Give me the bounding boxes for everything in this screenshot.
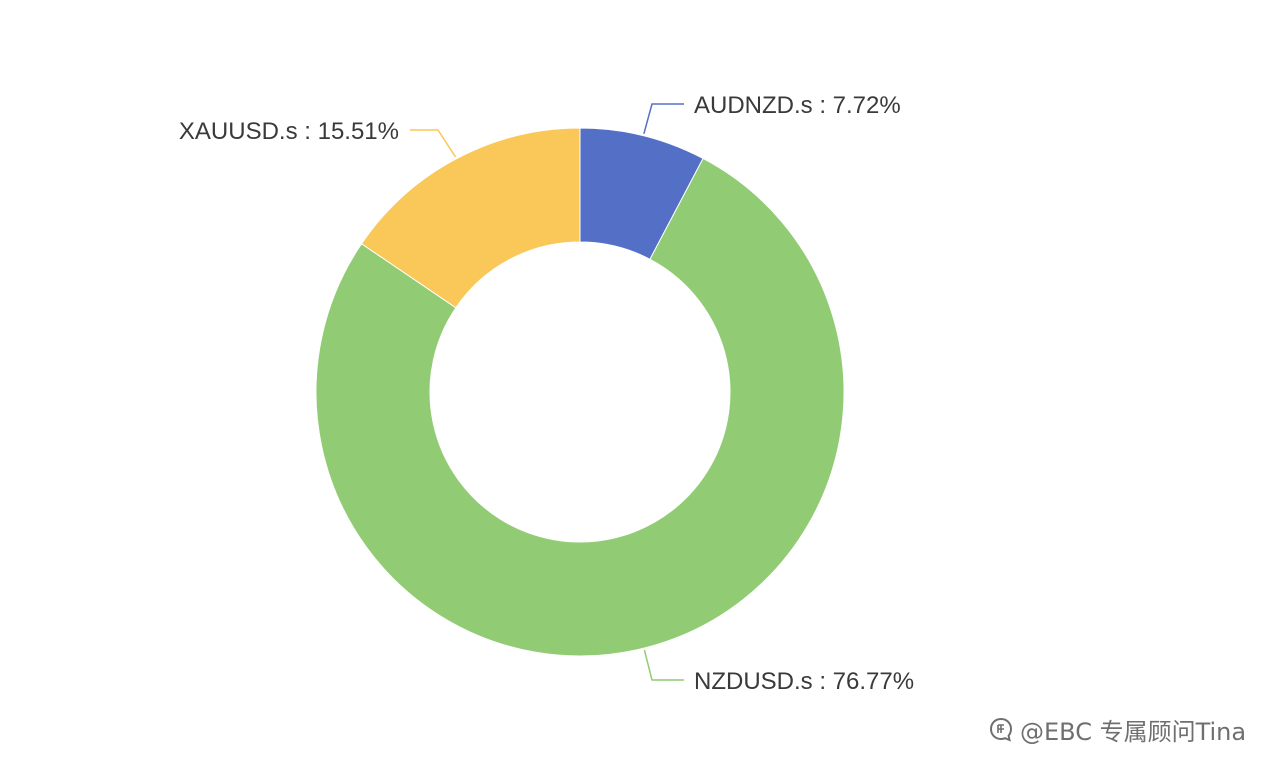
watermark-text: @EBC 专属顾问Tina: [1020, 717, 1247, 746]
slice-labels: AUDNZD.s : 7.72% NZDUSD.s : 76.77% XAUUSD.…: [179, 92, 914, 695]
label-nzdusd-s: NZDUSD.s : 76.77%: [694, 668, 914, 695]
watermark: @EBC 专属顾问Tina: [988, 709, 1246, 749]
slice-nzdusd-s: [315, 157, 845, 657]
label-audnzd-s: AUDNZD.s : 7.72%: [694, 92, 901, 119]
zhihu-logo-icon: [989, 717, 1013, 742]
donut-slices: [315, 127, 845, 657]
leader-line-audnzd-s: [643, 103, 684, 134]
label-leader-lines: [410, 103, 684, 681]
leader-line-xauusd-s: [410, 129, 457, 158]
label-xauusd-s: XAUUSD.s : 15.51%: [179, 118, 399, 145]
slice-xauusd-s: [360, 127, 581, 309]
leader-line-nzdusd-s: [643, 649, 684, 681]
